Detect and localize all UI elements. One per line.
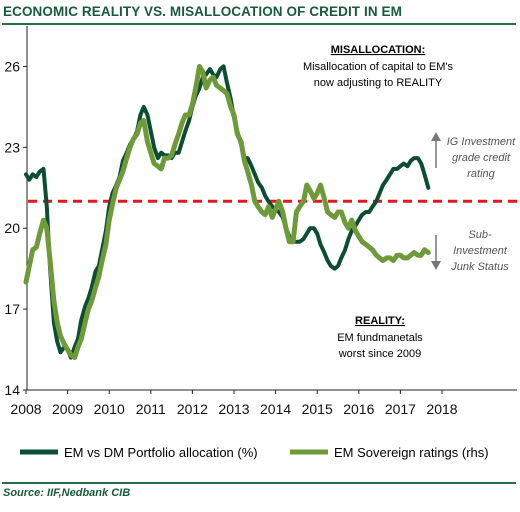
x-tick-label: 2016 <box>343 401 374 417</box>
reality-heading: REALITY: <box>355 315 405 327</box>
x-tick-label: 2008 <box>10 401 41 417</box>
legend: EM vs DM Portfolio allocation (%) EM Sov… <box>20 445 489 460</box>
x-tick-label: 2013 <box>218 401 249 417</box>
annotations: MISALLOCATION: Misallocation of capital … <box>303 44 516 360</box>
junk-line-2: Investment <box>453 245 508 257</box>
legend-label-ratings: EM Sovereign ratings (rhs) <box>334 445 489 460</box>
series-lines <box>23 63 431 361</box>
source-note: Source: IIF,Nedbank CIB <box>3 487 131 499</box>
chart-title: ECONOMIC REALITY VS. MISALLOCATION OF CR… <box>3 4 403 19</box>
junk-note: Sub- Investment Junk Status <box>431 229 509 273</box>
legend-label-allocation: EM vs DM Portfolio allocation (%) <box>64 445 258 460</box>
reality-line-1: EM fundmanetals <box>337 332 423 344</box>
reality-note: REALITY: EM fundmanetals worst since 200… <box>337 315 423 360</box>
series-line-allocation <box>24 64 431 360</box>
x-tick-label: 2018 <box>426 401 457 417</box>
x-tick-label: 2011 <box>136 401 166 417</box>
y-tick-label: 20 <box>4 220 20 236</box>
chart-svg: 14 17 20 23 26 2008 2009 2010 2011 2012 2013 2014 20… <box>4 26 517 460</box>
x-tick-label: 2012 <box>177 401 208 417</box>
arrow-up-head-icon <box>431 132 441 141</box>
y-tick-label: 17 <box>4 301 20 317</box>
y-tick-label: 14 <box>4 382 20 398</box>
junk-line-3: Junk Status <box>450 261 509 273</box>
misallocation-heading: MISALLOCATION: <box>331 44 426 56</box>
x-tick-label: 2010 <box>94 401 125 417</box>
footer-rule <box>2 482 516 484</box>
misallocation-line-1: Misallocation of capital to EM's <box>303 61 454 73</box>
y-tick-label: 26 <box>4 58 20 74</box>
ig-line-1: IG Investment <box>447 136 516 148</box>
arrow-down-head-icon <box>431 261 441 270</box>
title-rule <box>2 23 516 25</box>
junk-line-1: Sub- <box>468 229 492 241</box>
misallocation-note: MISALLOCATION: Misallocation of capital … <box>303 44 454 89</box>
series-line-ratings <box>23 63 431 361</box>
x-tick-label: 2017 <box>385 401 416 417</box>
x-tick-label: 2014 <box>260 401 291 417</box>
x-tick-label: 2009 <box>52 401 83 417</box>
x-tick-label: 2015 <box>302 401 333 417</box>
misallocation-line-2: now adjusting to REALITY <box>314 77 443 89</box>
reality-line-2: worst since 2009 <box>338 348 422 360</box>
ig-note: IG Investment grade credit rating <box>431 132 516 180</box>
ig-line-3: rating <box>467 168 495 180</box>
y-tick-label: 23 <box>4 139 20 155</box>
ig-line-2: grade credit <box>452 152 511 164</box>
